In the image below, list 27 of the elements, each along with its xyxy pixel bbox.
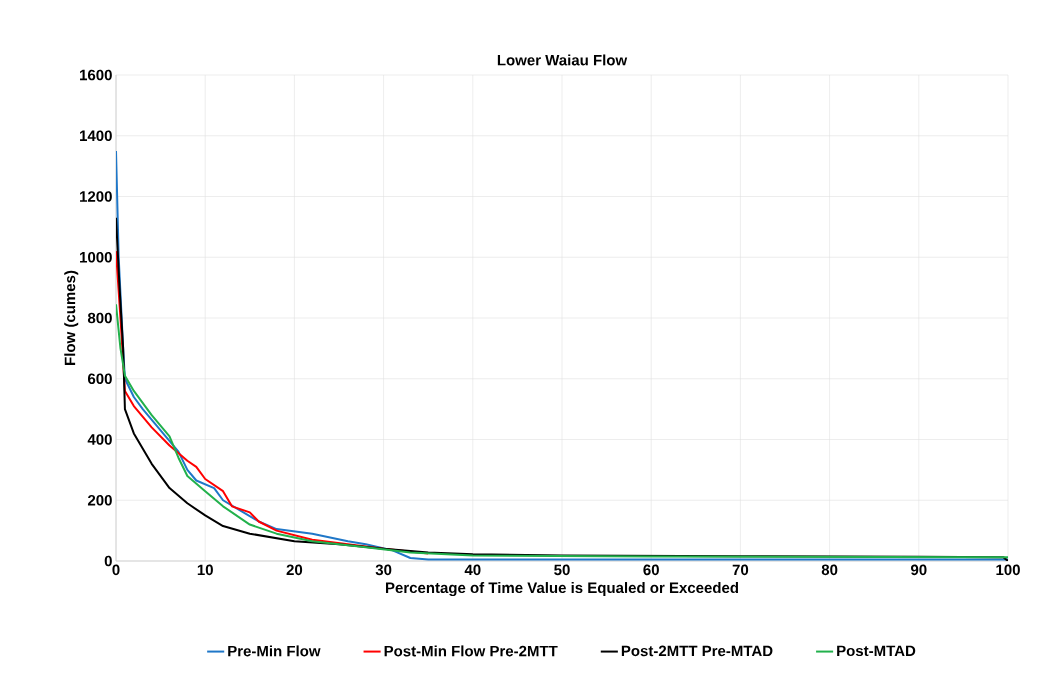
x-axis-title: Percentage of Time Value is Equaled or Exceeded [385,582,739,597]
y-tick-label: 1400 [80,130,112,142]
y-tick-label: 400 [87,434,112,445]
x-tick-label: 100 [996,564,1020,576]
legend-label: Post-MTAD [837,645,916,657]
y-tick-label: 0 [104,555,112,567]
y-tick-label: 1200 [80,191,112,202]
chart-title: Lower Waiau Flow [497,54,628,66]
y-tick-label: 1000 [80,251,112,263]
x-tick-label: 70 [732,564,749,576]
x-tick-label: 30 [375,564,392,576]
x-tick-label: 60 [643,564,659,576]
x-tick-label: 0 [112,564,120,576]
y-tick-label: 1600 [80,69,112,81]
y-tick-label: 800 [87,312,112,324]
x-tick-label: 80 [821,564,838,576]
x-tick-label: 40 [464,564,481,576]
y-tick-label: 600 [87,373,112,385]
legend-label: Post-Min Flow Pre-2MTT [384,645,558,657]
legend-label: Pre-Min Flow [228,645,321,657]
x-tick-label: 90 [910,564,927,576]
x-tick-label: 20 [286,564,303,576]
y-tick-label: 200 [87,494,112,506]
x-tick-label: 10 [197,564,213,576]
x-tick-label: 50 [554,564,570,576]
legend-label: Post-2MTT Pre-MTAD [621,645,773,657]
y-axis-title: Flow (cumes) [64,270,79,365]
